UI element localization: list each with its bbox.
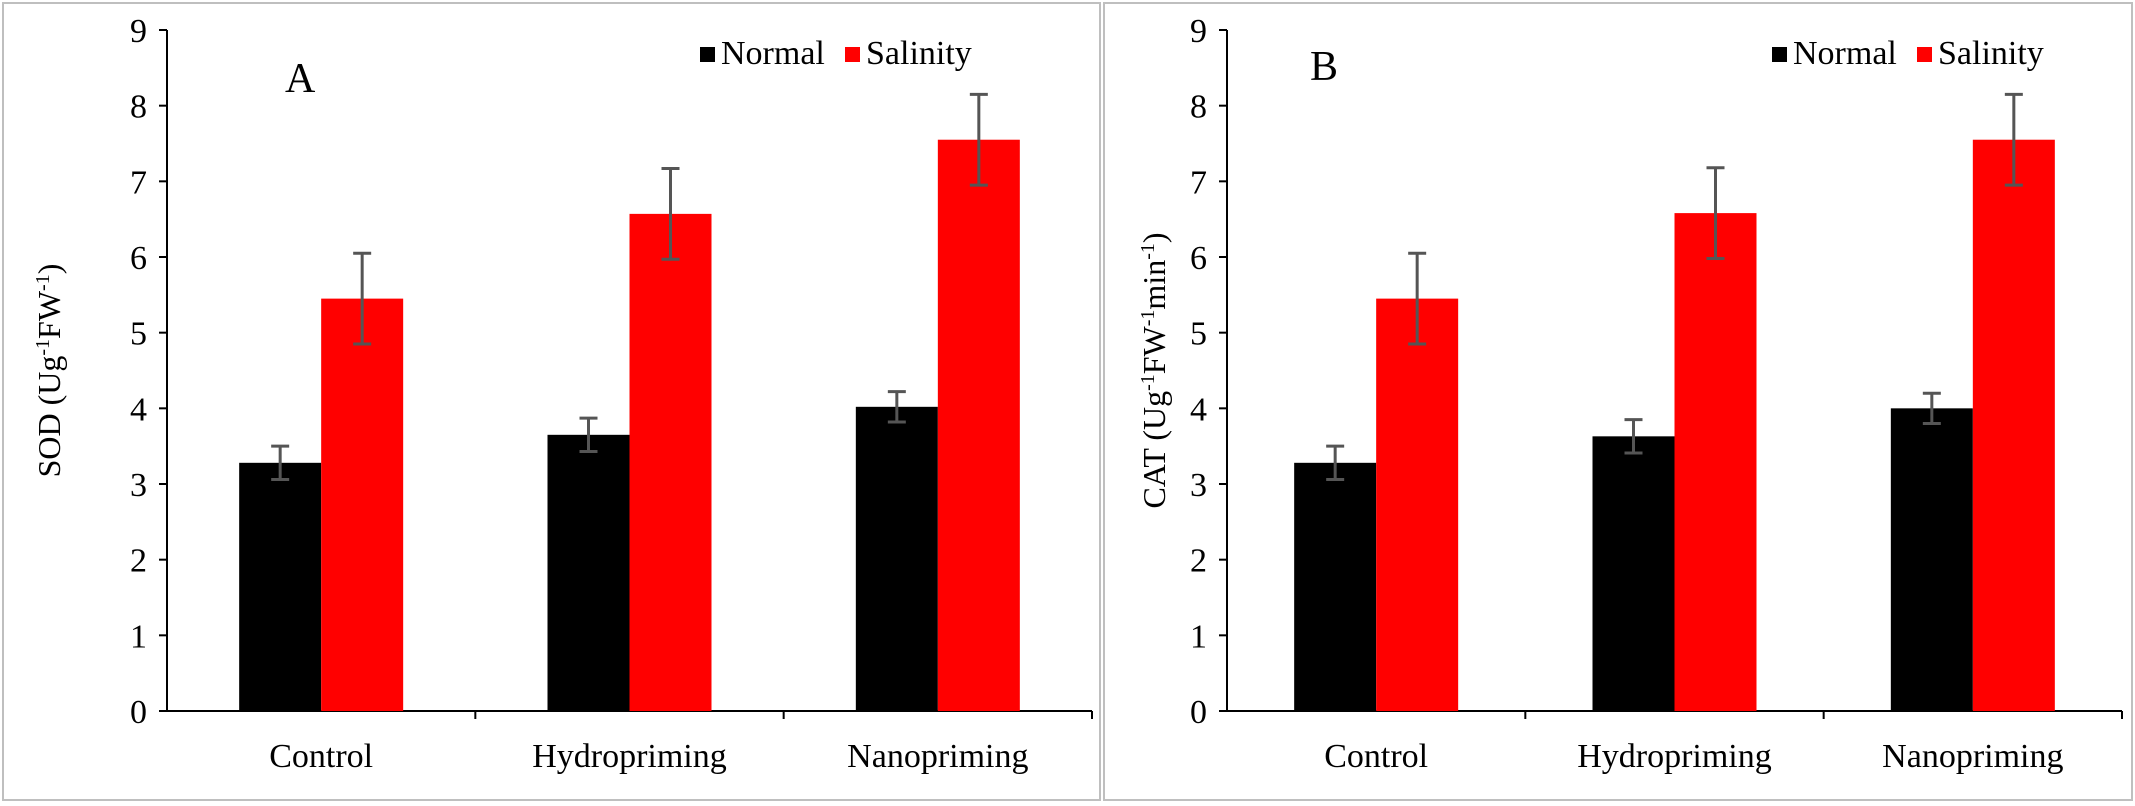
panel-frame: [1103, 2, 2133, 801]
error-bar: [1624, 418, 1643, 455]
y-tick-label: 1: [1190, 618, 1207, 655]
y-tick-label: 8: [130, 89, 147, 126]
y-tick-label: 5: [1190, 316, 1207, 353]
bar-normal-control: [239, 462, 322, 711]
bar-salinity-nanopriming: [937, 139, 1020, 711]
chart-panel-b: 0 1 2 3 4 5 6 7 8 9 Control Hydropriming Nanopriming…: [1103, 2, 2133, 801]
y-tick-label: 9: [130, 13, 147, 50]
bar-normal-nanopriming: [1890, 408, 1973, 711]
error-bar: [1706, 166, 1725, 261]
chart-panel-a: 0 1 2 3 4 5 6 7 8 9 Control Hydropriming Nanopriming…: [2, 2, 1101, 801]
panel-label: A: [285, 56, 316, 102]
error-bar: [661, 166, 680, 261]
bar-normal-hydropriming: [1592, 436, 1675, 711]
y-tick-label: 0: [1190, 694, 1207, 731]
legend-label-salinity: Salinity: [866, 35, 972, 72]
legend-swatch-normal: [1772, 47, 1787, 62]
x-tick-label: Nanopriming: [847, 738, 1028, 775]
y-tick-label: 9: [1190, 13, 1207, 50]
legend-swatch-salinity: [1917, 47, 1932, 62]
panel-frame: [2, 2, 1101, 801]
bar-salinity-hydropriming: [629, 213, 712, 711]
x-tick-label: Hydropriming: [532, 738, 727, 775]
x-tick-label: Control: [1324, 738, 1428, 775]
bar-normal-control: [1294, 462, 1377, 711]
legend-swatch-salinity: [845, 47, 860, 62]
bar-normal-nanopriming: [855, 406, 938, 711]
legend: Normal Salinity: [1772, 35, 2044, 72]
legend-label-normal: Normal: [1793, 35, 1897, 72]
y-tick-label: 1: [130, 618, 147, 655]
y-axis-title: SOD (Ug-1FW-1): [31, 264, 67, 478]
y-tick-label: 4: [130, 391, 147, 428]
panel-label: B: [1310, 44, 1338, 90]
error-bar: [1326, 444, 1345, 481]
error-bar: [887, 390, 906, 424]
legend-label-normal: Normal: [721, 35, 825, 72]
y-tick-label: 5: [130, 316, 147, 353]
x-tick-label: Nanopriming: [1882, 738, 2063, 775]
y-axis-title: CAT (Ug-1FW-1min-1): [1136, 232, 1172, 508]
y-tick-label: 7: [1190, 164, 1207, 201]
bar-normal-hydropriming: [547, 434, 630, 711]
y-tick-label: 3: [130, 467, 147, 504]
error-bar: [353, 251, 372, 346]
legend-swatch-normal: [700, 47, 715, 62]
bar-salinity-control: [1376, 298, 1459, 711]
x-tick-label: Control: [269, 738, 373, 775]
error-bar: [2004, 92, 2023, 187]
bar-salinity-nanopriming: [1972, 139, 2055, 711]
y-tick-label: 2: [1190, 543, 1207, 580]
y-tick-label: 7: [130, 164, 147, 201]
error-bar: [1408, 251, 1427, 346]
legend: Normal Salinity: [700, 35, 972, 72]
bar-salinity-control: [321, 298, 404, 711]
y-tick-label: 3: [1190, 467, 1207, 504]
y-tick-label: 6: [1190, 240, 1207, 277]
y-tick-label: 6: [130, 240, 147, 277]
y-tick-label: 4: [1190, 391, 1207, 428]
error-bar: [969, 92, 988, 187]
y-tick-label: 8: [1190, 89, 1207, 126]
bar-salinity-hydropriming: [1674, 213, 1757, 711]
y-tick-label: 0: [130, 694, 147, 731]
legend-label-salinity: Salinity: [1938, 35, 2044, 72]
x-tick-label: Hydropriming: [1577, 738, 1772, 775]
error-bar: [579, 416, 598, 453]
error-bar: [1922, 391, 1941, 425]
error-bar: [271, 444, 290, 481]
y-tick-label: 2: [130, 543, 147, 580]
